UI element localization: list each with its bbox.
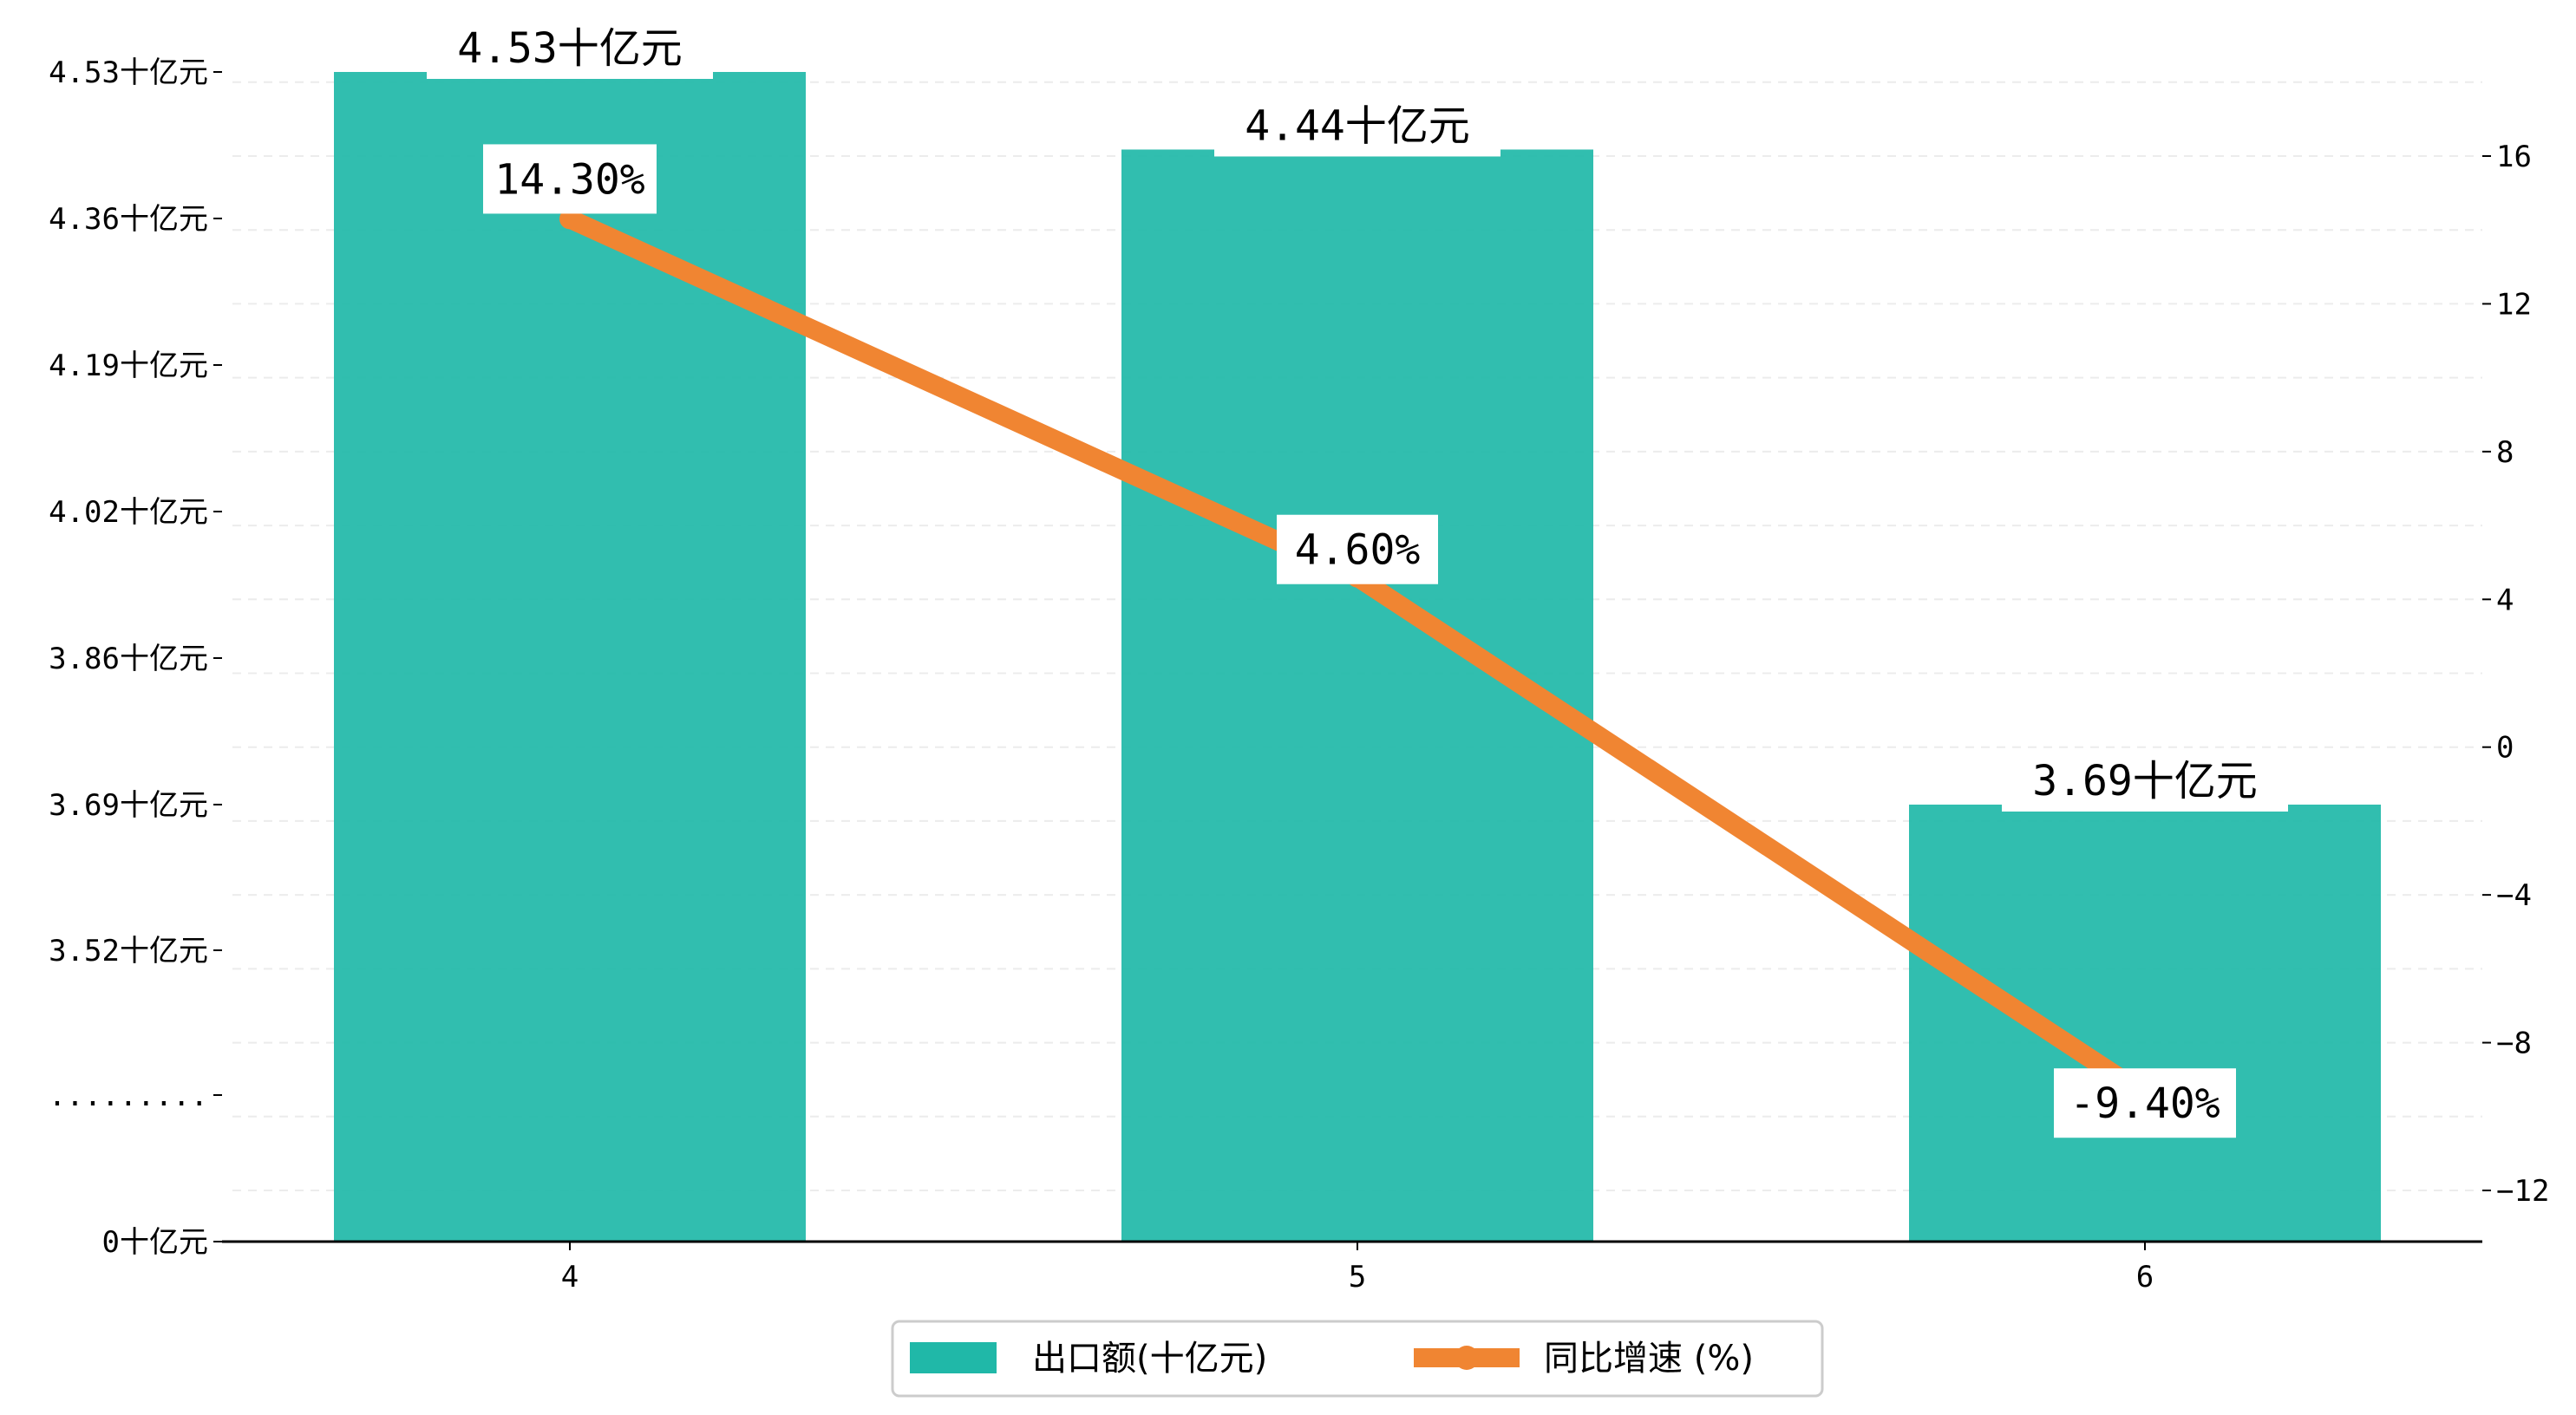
x-tick-label: 5 <box>1349 1260 1366 1294</box>
bar-label-5-text: 4.44十亿元 <box>1245 101 1470 150</box>
bar-6 <box>1909 805 2381 1242</box>
left-tick-label: 4.02十亿元 <box>49 495 208 530</box>
x-tick-label: 6 <box>2136 1260 2154 1294</box>
bar-label-4-text: 4.53十亿元 <box>457 24 683 73</box>
left-tick-label: 3.86十亿元 <box>49 642 208 676</box>
legend-swatch-marker <box>1455 1346 1479 1370</box>
bar-label-6-text: 3.69十亿元 <box>2032 757 2258 805</box>
legend-label-bar: 出口额(十亿元) <box>1032 1339 1267 1379</box>
right-tick-label: 12 <box>2496 287 2532 322</box>
line-label-4-box <box>483 144 657 214</box>
bar-label-4-box <box>427 16 713 79</box>
bar-5 <box>1121 149 1593 1242</box>
legend: 出口额(十亿元) 同比增速 (%) <box>891 1320 1824 1398</box>
right-tick-label: 8 <box>2496 435 2514 470</box>
line-label-6-box <box>2054 1068 2236 1138</box>
right-tick-label: −4 <box>2496 878 2532 913</box>
line-label-4: 14.30% <box>483 144 657 214</box>
left-tick-label: 3.69十亿元 <box>49 788 208 823</box>
axes: 0十亿元......... 3.52十亿元 3.69十亿元 3.86十亿元 4.02十亿… <box>49 55 2550 1294</box>
bar-label-6-box <box>2002 749 2288 812</box>
data-labels: 4.53十亿元 4.44十亿元 3.69十亿元 14.30% 4.60% -9.40% <box>427 16 2288 1138</box>
bar-label-5: 4.44十亿元 <box>1214 94 1500 157</box>
bar-label-4: 4.53十亿元 <box>427 16 713 79</box>
line-label-5-box <box>1277 514 1438 584</box>
bars <box>334 72 2381 1242</box>
line-label-4-text: 14.30% <box>494 155 644 204</box>
left-tick-label: 4.36十亿元 <box>49 202 208 237</box>
right-tick-label: 4 <box>2496 583 2514 617</box>
line-label-6: -9.40% <box>2054 1068 2236 1138</box>
line-label-6-text: -9.40% <box>2069 1079 2220 1128</box>
right-tick-label: −12 <box>2496 1174 2549 1209</box>
right-tick-label: −8 <box>2496 1027 2532 1061</box>
left-tick-label: ......... <box>49 1079 208 1113</box>
left-tick-label: 4.19十亿元 <box>49 349 208 383</box>
bar-label-6: 3.69十亿元 <box>2002 749 2288 812</box>
right-tick-label: 0 <box>2496 731 2514 766</box>
legend-frame <box>891 1320 1824 1398</box>
bar-4 <box>334 72 806 1242</box>
line-label-5: 4.60% <box>1277 514 1438 584</box>
left-tick-label: 4.53十亿元 <box>49 55 208 90</box>
x-tick-label: 4 <box>561 1260 579 1294</box>
right-tick-label: 16 <box>2496 140 2532 174</box>
legend-swatch-bar <box>910 1342 997 1373</box>
left-tick-label: 3.52十亿元 <box>49 934 208 968</box>
line-label-5-text: 4.60% <box>1295 526 1421 575</box>
bar-label-5-box <box>1214 94 1500 157</box>
legend-label-line: 同比增速 (%) <box>1544 1339 1754 1379</box>
left-tick-label: 0十亿元 <box>102 1225 208 1260</box>
